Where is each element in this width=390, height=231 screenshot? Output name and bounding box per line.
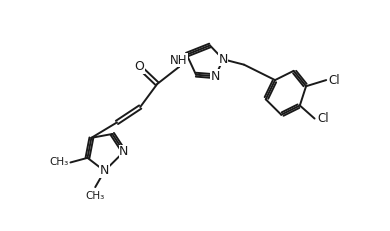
Text: Cl: Cl [328, 74, 340, 87]
Text: Cl: Cl [317, 112, 328, 125]
Text: N: N [211, 70, 220, 83]
Text: N: N [100, 164, 109, 177]
Text: CH₃: CH₃ [50, 158, 69, 167]
Text: NH: NH [170, 54, 188, 67]
Text: CH₃: CH₃ [86, 191, 105, 201]
Text: O: O [135, 61, 144, 73]
Text: N: N [218, 53, 228, 66]
Text: N: N [119, 145, 129, 158]
